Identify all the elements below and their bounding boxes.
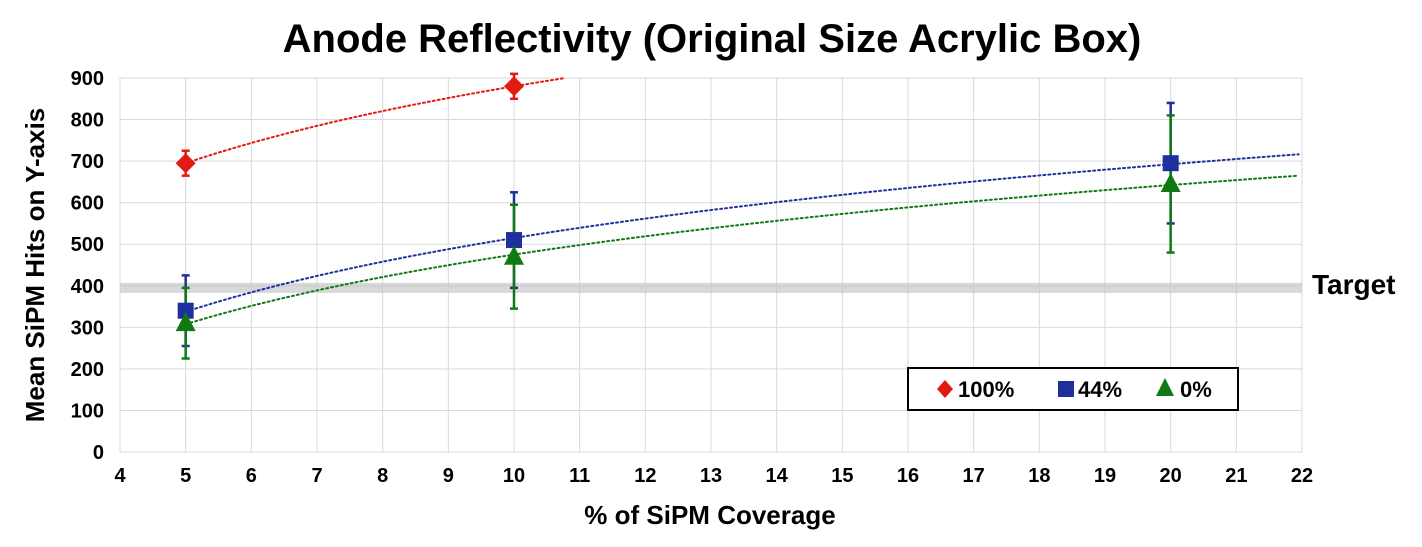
y-tick-label: 500 — [71, 234, 104, 256]
legend-entry-100-percent: 100% — [937, 377, 1014, 402]
legend-label-44-percent: 44% — [1078, 377, 1122, 402]
x-tick-label: 21 — [1225, 465, 1247, 487]
legend-marker-diamond — [937, 380, 953, 398]
y-tick-label: 400 — [71, 276, 104, 298]
trendline-0 — [184, 77, 565, 165]
target-label: Target — [1312, 269, 1396, 300]
x-tick-label: 18 — [1028, 465, 1050, 487]
marker-layer — [175, 76, 1181, 332]
legend: 100% 44% 0% — [907, 367, 1239, 411]
data-point-square — [506, 232, 522, 249]
x-tick-label: 14 — [766, 465, 789, 487]
trend-layer — [184, 77, 1300, 326]
data-point-triangle — [504, 245, 524, 265]
legend-label-0-percent: 0% — [1180, 377, 1212, 402]
x-tick-label: 11 — [569, 465, 590, 487]
y-tick-label: 800 — [71, 110, 104, 132]
y-tick-label: 600 — [71, 193, 104, 215]
data-point-triangle — [175, 312, 196, 332]
data-point-diamond — [175, 153, 196, 174]
x-axis-label: % of SiPM Coverage — [584, 500, 835, 530]
y-tick-label: 0 — [93, 442, 104, 464]
x-tick-label: 6 — [246, 465, 257, 487]
legend-marker-square — [1058, 381, 1074, 397]
legend-entry-0-percent: 0% — [1156, 377, 1212, 402]
data-point-triangle — [1160, 172, 1181, 192]
y-tick-label: 200 — [71, 359, 104, 381]
x-tick-label: 22 — [1291, 465, 1313, 487]
x-tick-label: 17 — [963, 465, 985, 487]
x-tick-label: 12 — [634, 465, 656, 487]
chart-title: Anode Reflectivity (Original Size Acryli… — [283, 17, 1142, 61]
trendline-2 — [184, 174, 1300, 326]
trendline-1 — [184, 153, 1300, 313]
x-tick-label: 20 — [1160, 465, 1182, 487]
legend-entry-44-percent: 44% — [1058, 377, 1122, 402]
y-tick-label: 700 — [71, 151, 104, 173]
tick-layer: 4 5 6 7 8 9 10 11 12 13 14 15 16 17 18 19 20 21 22 0 100 200 3… — [71, 68, 1314, 487]
x-tick-label: 15 — [831, 465, 853, 487]
data-point-square — [1162, 155, 1179, 172]
y-tick-label: 100 — [71, 400, 104, 422]
legend-label-100-percent: 100% — [958, 377, 1014, 402]
x-tick-label: 9 — [443, 465, 454, 487]
x-tick-label: 16 — [897, 465, 919, 487]
data-point-square — [177, 302, 194, 319]
x-tick-label: 10 — [503, 465, 525, 487]
y-tick-label: 300 — [71, 317, 104, 339]
y-axis-label: Mean SiPM Hits on Y-axis — [20, 108, 50, 423]
legend-marker-triangle — [1156, 378, 1174, 396]
x-tick-label: 4 — [114, 465, 126, 487]
x-tick-label: 19 — [1094, 465, 1116, 487]
y-tick-label: 900 — [71, 68, 104, 90]
grid-layer — [119, 77, 1303, 453]
data-point-diamond — [504, 76, 524, 97]
x-tick-label: 7 — [311, 465, 322, 487]
x-tick-label: 5 — [180, 465, 191, 487]
x-tick-label: 13 — [700, 465, 722, 487]
x-tick-label: 8 — [377, 465, 388, 487]
